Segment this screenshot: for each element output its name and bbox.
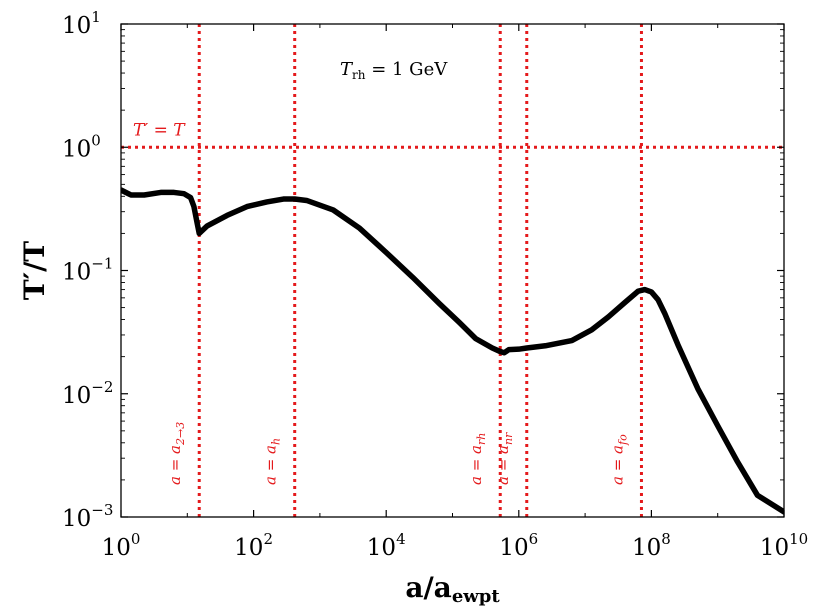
series-line	[121, 187, 784, 515]
vline-label-nr: a = anr	[494, 432, 515, 485]
y-tick-label: 10−2	[62, 378, 113, 409]
y-tick-label: 10−3	[62, 501, 113, 532]
vline-label-fo: a = afo	[608, 434, 629, 485]
axis-ticks: 100 102 104 106 108 1010 10−3 10−2 10−1 100 101	[62, 8, 808, 561]
y-axis-label: T′/T	[18, 241, 51, 300]
vline-label-2→3: a = a2→3	[166, 422, 187, 485]
axis-labels: a/aewpt T′/T Trh = 1 GeV	[18, 59, 500, 607]
x-tick-label: 108	[632, 530, 671, 561]
x-tick-label: 1010	[760, 530, 808, 561]
x-tick-label: 104	[367, 530, 406, 561]
y-tick-label: 10−1	[62, 255, 113, 286]
x-tick-label: 102	[234, 530, 273, 561]
hline-label: T′ = T	[133, 120, 186, 140]
x-tick-label: 106	[499, 530, 538, 561]
vline-label-h: a = ah	[262, 438, 283, 485]
x-tick-label: 100	[102, 530, 141, 561]
y-tick-label: 101	[62, 8, 101, 39]
plot-frame	[120, 23, 785, 518]
y-tick-label: 100	[62, 131, 101, 162]
x-axis-label: a/aewpt	[405, 571, 500, 607]
annotation-trh: Trh = 1 GeV	[340, 59, 448, 82]
vline-label-rh: a = arh	[467, 433, 488, 485]
plot-area: T′ = T a = a2→3 a = ah a = arh a = anr a = af…	[120, 23, 785, 518]
